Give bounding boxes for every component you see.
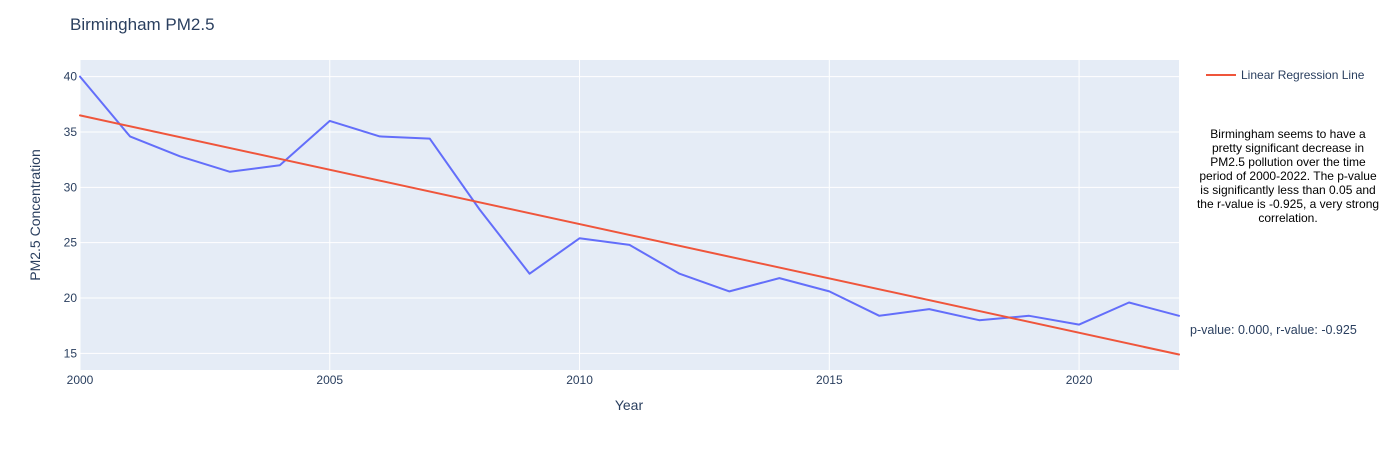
series-layer <box>79 75 1180 356</box>
chart-title: Birmingham PM2.5 <box>70 15 215 34</box>
x-axis-title: Year <box>615 397 644 413</box>
stats-annotation: p-value: 0.000, r-value: -0.925 <box>1190 323 1357 337</box>
y-gridlines <box>80 76 1179 354</box>
x-tick-label: 2015 <box>816 373 843 387</box>
y-tick-label: 40 <box>64 70 78 84</box>
legend-label: Linear Regression Line <box>1241 68 1365 82</box>
x-tick-label: 2010 <box>566 373 593 387</box>
y-tick-labels: 15 20 25 30 35 40 <box>64 70 78 361</box>
note-annotation: Birmingham seems to have a pretty signif… <box>1196 127 1380 225</box>
x-tick-label: 2000 <box>67 373 94 387</box>
x-tick-label: 2005 <box>316 373 343 387</box>
plot-area <box>80 60 1179 370</box>
y-tick-label: 25 <box>64 236 78 250</box>
x-gridlines <box>79 60 1080 370</box>
pm25-series-line <box>79 75 1180 326</box>
regression-line <box>79 114 1180 356</box>
y-tick-label: 35 <box>64 125 78 139</box>
y-tick-label: 30 <box>64 180 78 194</box>
y-axis-title: PM2.5 Concentration <box>27 149 43 281</box>
y-tick-label: 15 <box>64 346 78 360</box>
x-tick-labels: 2000 2005 2010 2015 2020 <box>67 373 1093 387</box>
x-tick-label: 2020 <box>1066 373 1093 387</box>
legend[interactable]: Linear Regression Line <box>1206 68 1365 82</box>
y-tick-label: 20 <box>64 291 78 305</box>
